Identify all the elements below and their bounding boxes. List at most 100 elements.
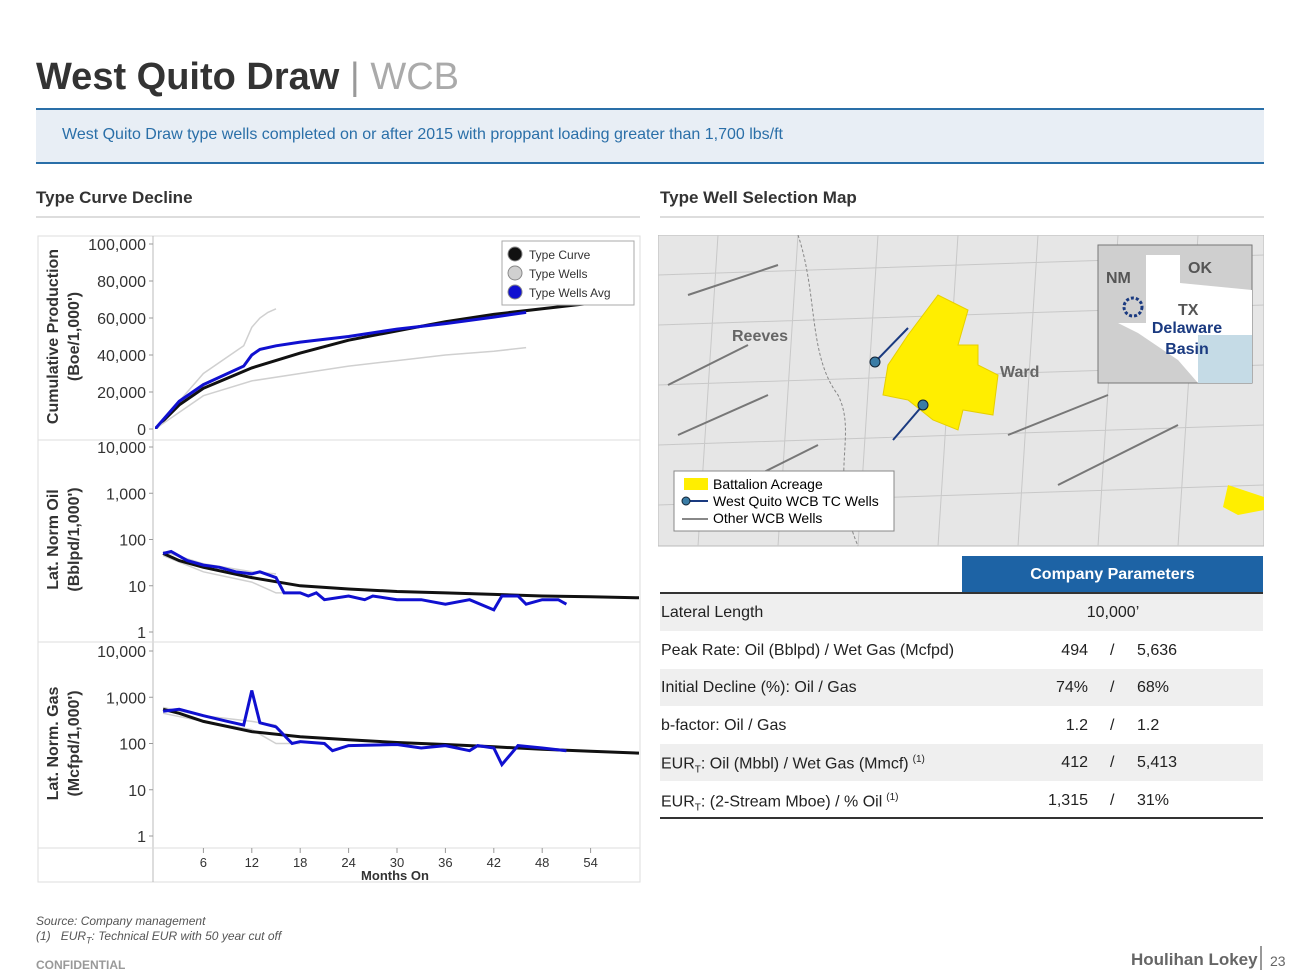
row-value: 74% <box>1055 679 1088 696</box>
table-row: Initial Decline (%): Oil / Gas 74% / 68% <box>660 669 1263 706</box>
table-row: Peak Rate: Oil (Bblpd) / Wet Gas (Mcfpd)… <box>660 631 1263 669</box>
y-tick-label: 20,000 <box>97 385 146 402</box>
other-wells <box>667 264 1249 496</box>
x-tick-label: 24 <box>341 855 355 870</box>
row-value: 31% <box>1137 791 1170 809</box>
y-tick-label: 80,000 <box>97 274 146 291</box>
row-value: 1.2 <box>1065 716 1088 734</box>
legend-marker <box>507 284 523 300</box>
confidential: CONFIDENTIAL <box>36 958 126 972</box>
tc-well-head <box>917 399 929 411</box>
row-value: 5,636 <box>1137 641 1178 659</box>
series-line <box>155 308 277 429</box>
footnote-sub: T <box>86 935 92 946</box>
row-value: 412 <box>1061 754 1088 771</box>
inset-label: Delaware <box>1152 320 1222 337</box>
tc-well <box>892 404 924 441</box>
legend-marker <box>507 265 523 281</box>
y-tick-label: 40,000 <box>97 348 146 365</box>
label-text: : Oil (Mbbl) / Wet Gas (Mmcf) <box>700 755 909 773</box>
series-line <box>162 690 567 768</box>
table-row: b-factor: Oil / Gas 1.2 / 1.2 <box>660 706 1263 744</box>
inset-label: Basin <box>1165 341 1209 358</box>
legend-swatch <box>684 478 708 490</box>
row-label: Lateral Length <box>661 604 763 622</box>
tc-well <box>874 327 909 363</box>
y-tick-label: 1 <box>137 625 146 642</box>
gulf <box>1198 335 1252 383</box>
title-main: West Quito Draw <box>36 56 340 98</box>
y-tick-label: 100 <box>119 737 146 754</box>
section-title: Type Well Selection Map <box>660 188 857 207</box>
title-suffix: WCB <box>370 56 459 98</box>
x-tick-label: 30 <box>390 855 404 870</box>
label-text: Lateral Length <box>661 604 764 621</box>
row-label: Initial Decline (%): Oil / Gas <box>661 679 857 697</box>
y-tick-label: 100 <box>119 533 146 550</box>
label-text: : (2-Stream Mboe) / % Oil <box>700 792 883 810</box>
footnote: Source: Company management <box>36 914 206 928</box>
rule <box>660 216 1264 218</box>
label-text: Initial Decline (%): Oil / Gas <box>661 679 857 696</box>
title-separator: | <box>349 56 360 98</box>
county-label: Ward <box>1000 364 1039 381</box>
banner-text: West Quito Draw type wells completed on … <box>62 126 783 143</box>
row-label: EURT: Oil (Mbbl) / Wet Gas (Mmcf) (1) <box>661 754 925 776</box>
series-line <box>155 346 527 429</box>
basin-marker <box>1122 296 1144 318</box>
row-value: 1.2 <box>1137 716 1160 734</box>
row-label: EURT: (2-Stream Mboe) / % Oil (1) <box>661 792 899 814</box>
row-label: Peak Rate: Oil (Bblpd) / Wet Gas (Mcfpd) <box>661 642 954 660</box>
x-tick-label: 18 <box>293 855 307 870</box>
row-value-sep: / <box>1110 641 1115 659</box>
x-tick-label: 48 <box>535 855 549 870</box>
series-line <box>155 310 527 429</box>
y-tick-label: 10 <box>128 783 146 800</box>
label-note: (1) <box>912 754 925 765</box>
legend-label: Battalion Acreage <box>713 476 823 492</box>
legend-label: West Quito WCB TC Wells <box>713 493 879 509</box>
y-axis-label: (Boe/1,000') <box>66 292 83 381</box>
row-value: 68% <box>1137 679 1170 696</box>
section-title: Type Curve Decline <box>36 188 193 207</box>
y-axis-label: Cumulative Production <box>45 249 62 424</box>
table-rule <box>660 817 1263 819</box>
legend <box>501 240 635 306</box>
page-number: 23 <box>1270 953 1286 969</box>
series-line <box>162 552 639 600</box>
y-tick-label: 10 <box>128 579 146 596</box>
label-sub: T <box>694 764 701 776</box>
y-tick-label: 1,000 <box>106 486 146 503</box>
x-tick-label: 42 <box>487 855 501 870</box>
legend-label: Other WCB Wells <box>713 510 822 526</box>
row-value-sep: / <box>1110 754 1115 771</box>
label-text: Peak Rate: Oil (Bblpd) / Wet Gas (Mcfpd) <box>661 641 955 659</box>
y-axis-label: (Mcfpd/1,000') <box>66 690 83 796</box>
x-tick-label: 12 <box>245 855 259 870</box>
y-tick-label: 100,000 <box>88 237 146 254</box>
inset-label: NM <box>1106 270 1131 287</box>
chart-frame <box>37 235 641 883</box>
row-value: 494 <box>1061 641 1088 659</box>
title: West Quito Draw | WCB <box>36 56 459 99</box>
row-value-sep: / <box>1110 716 1115 734</box>
inset-label: OK <box>1188 260 1212 277</box>
map: Reeves Ward NM OK TX Delaware Basin Batt… <box>658 235 1264 547</box>
y-tick-label: 0 <box>137 422 146 439</box>
table-row: EURT: Oil (Mbbl) / Wet Gas (Mmcf) (1) 412 /… <box>660 744 1263 781</box>
tc-well-head <box>869 356 881 368</box>
series-line <box>162 712 301 745</box>
series-line <box>155 299 615 429</box>
brand: Houlihan Lokey <box>1131 950 1258 969</box>
label-sub: T <box>694 802 701 814</box>
y-tick-label: 10,000 <box>97 440 146 457</box>
table-row: Lateral Length 10,000’ <box>660 594 1263 631</box>
x-tick-label: 36 <box>438 855 452 870</box>
row-value-sep: / <box>1110 679 1115 696</box>
y-tick-label: 1 <box>137 829 146 846</box>
x-tick-label: 54 <box>583 855 597 870</box>
legend-label: Type Wells <box>529 267 587 281</box>
y-tick-label: 60,000 <box>97 311 146 328</box>
county-label: Reeves <box>732 328 788 345</box>
